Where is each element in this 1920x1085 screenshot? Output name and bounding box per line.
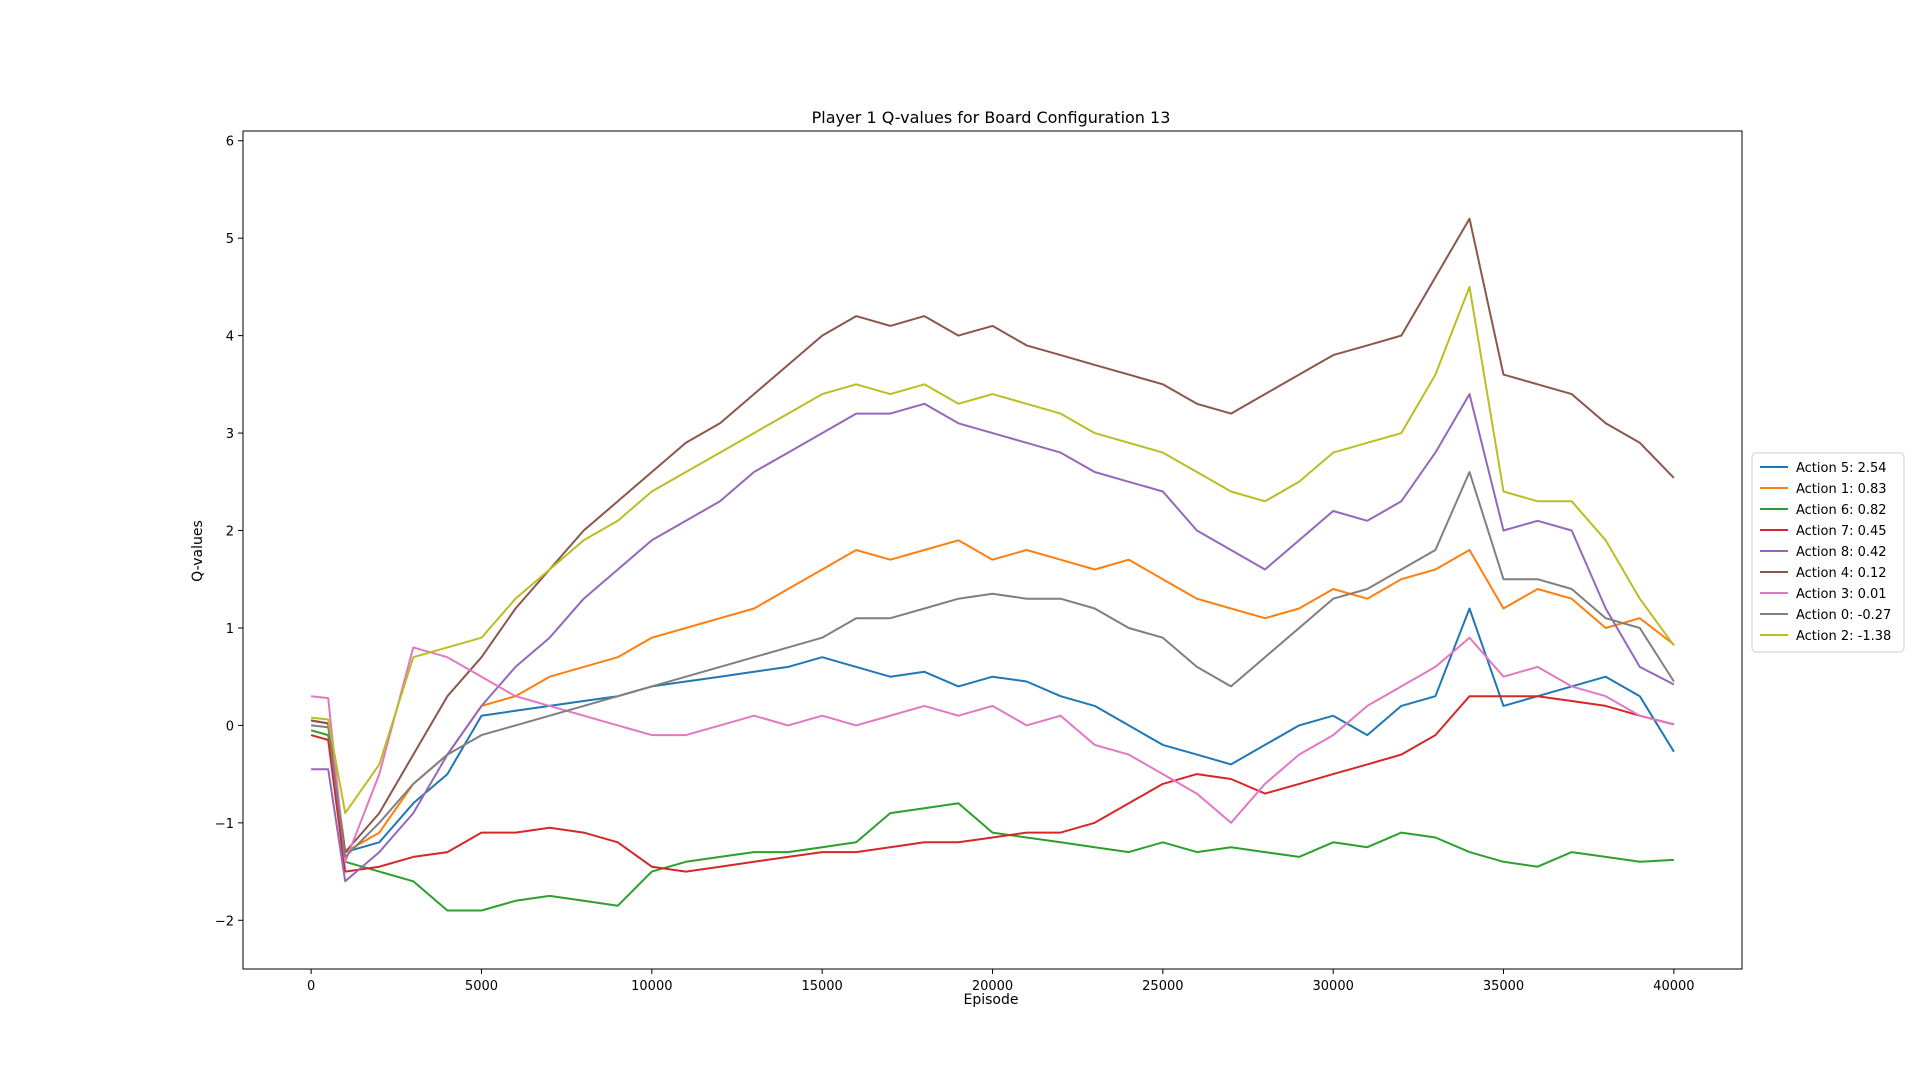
legend-label-3: Action 7: 0.45 [1796, 524, 1887, 539]
y-tick-label: 1 [226, 622, 234, 637]
y-tick-label: −1 [215, 817, 234, 832]
x-axis: 0 5000 10000 15000 20000 25000 30000 35000 40000 [307, 969, 1695, 994]
chart-title: Player 1 Q-values for Board Configuratio… [812, 108, 1171, 127]
legend: Action 5: 2.54 Action 1: 0.83 Action 6: 0.… [1751, 452, 1905, 653]
series-line-4 [311, 393, 1675, 883]
series-line-8 [310, 285, 1675, 815]
y-tick-label: 5 [226, 232, 234, 247]
x-tick-label: 15000 [801, 979, 842, 994]
y-axis: −2 −1 0 1 2 3 4 5 6 [215, 135, 243, 929]
legend-label-4: Action 8: 0.42 [1796, 545, 1887, 560]
y-tick-label: 6 [226, 135, 234, 150]
legend-label-7: Action 0: -0.27 [1796, 608, 1891, 623]
y-tick-label: 0 [226, 719, 234, 734]
x-tick-label: 20000 [972, 979, 1013, 994]
y-tick-label: 4 [226, 330, 234, 345]
series-line-2 [310, 729, 1674, 912]
y-tick-label: −2 [215, 914, 234, 929]
legend-label-5: Action 4: 0.12 [1796, 566, 1887, 581]
y-tick-label: 3 [226, 427, 234, 442]
x-tick-label: 30000 [1313, 979, 1354, 994]
x-tick-label: 10000 [631, 979, 672, 994]
legend-label-8: Action 2: -1.38 [1796, 629, 1891, 644]
legend-label-6: Action 3: 0.01 [1796, 587, 1887, 602]
x-tick-label: 5000 [465, 979, 498, 994]
series-line-6 [310, 636, 1675, 863]
x-tick-label: 0 [307, 979, 315, 994]
y-axis-label: Q-values [190, 520, 206, 582]
series-line-7 [310, 471, 1675, 858]
x-axis-label: Episode [964, 992, 1019, 1008]
x-tick-label: 40000 [1653, 979, 1694, 994]
x-tick-label: 25000 [1142, 979, 1183, 994]
legend-label-1: Action 1: 0.83 [1796, 482, 1887, 497]
series-line-1 [310, 539, 1675, 854]
series-line-0 [310, 607, 1675, 854]
series-line-3 [310, 695, 1675, 873]
y-tick-label: 2 [226, 525, 234, 540]
legend-label-2: Action 6: 0.82 [1796, 503, 1887, 518]
x-tick-label: 35000 [1483, 979, 1524, 994]
legend-box [1751, 452, 1905, 653]
series-line-5 [310, 217, 1675, 854]
legend-label-0: Action 5: 2.54 [1796, 461, 1887, 476]
